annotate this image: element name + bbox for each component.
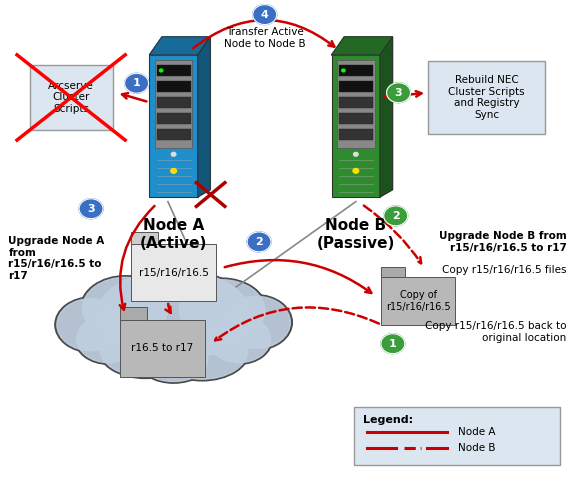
FancyBboxPatch shape: [156, 114, 190, 124]
FancyBboxPatch shape: [29, 65, 113, 130]
Polygon shape: [150, 37, 210, 55]
FancyBboxPatch shape: [339, 114, 373, 124]
Text: Upgrade Node B from
r15/r16/r16.5 to r17: Upgrade Node B from r15/r16/r16.5 to r17: [439, 231, 566, 252]
Ellipse shape: [222, 297, 290, 348]
FancyBboxPatch shape: [150, 55, 198, 197]
FancyBboxPatch shape: [339, 65, 373, 76]
Text: 3: 3: [394, 88, 402, 98]
FancyBboxPatch shape: [120, 320, 205, 377]
Ellipse shape: [55, 297, 127, 353]
Ellipse shape: [140, 339, 208, 382]
FancyBboxPatch shape: [156, 97, 190, 108]
Circle shape: [381, 334, 405, 354]
Ellipse shape: [98, 319, 193, 378]
FancyBboxPatch shape: [381, 267, 405, 277]
Text: 4: 4: [261, 10, 269, 20]
FancyBboxPatch shape: [156, 129, 190, 140]
Text: Upgrade Node A
from
r15/r16/r16.5 to
r17: Upgrade Node A from r15/r16/r16.5 to r17: [9, 236, 105, 281]
FancyArrowPatch shape: [364, 205, 421, 263]
FancyBboxPatch shape: [131, 232, 158, 244]
Ellipse shape: [82, 277, 168, 339]
FancyBboxPatch shape: [131, 244, 216, 301]
Circle shape: [247, 232, 271, 252]
Text: Arcserve
Cluster
Scripts: Arcserve Cluster Scripts: [48, 81, 94, 114]
Circle shape: [171, 169, 177, 173]
Circle shape: [386, 83, 411, 103]
Ellipse shape: [155, 321, 250, 381]
Circle shape: [171, 152, 176, 156]
FancyArrowPatch shape: [122, 93, 147, 102]
Circle shape: [354, 152, 358, 156]
FancyBboxPatch shape: [155, 59, 193, 148]
Ellipse shape: [77, 315, 140, 363]
Text: Copy r15/r16/r16.5 files: Copy r15/r16/r16.5 files: [442, 265, 566, 275]
FancyBboxPatch shape: [354, 407, 559, 465]
FancyBboxPatch shape: [120, 308, 147, 320]
Circle shape: [79, 199, 103, 219]
Ellipse shape: [179, 280, 264, 342]
Ellipse shape: [137, 337, 210, 383]
Text: Legend:: Legend:: [363, 415, 413, 425]
Text: 1: 1: [133, 78, 140, 88]
Ellipse shape: [206, 314, 273, 364]
Text: Transfer Active
Node to Node B: Transfer Active Node to Node B: [224, 27, 305, 49]
Ellipse shape: [99, 320, 191, 377]
Text: Copy of
r15/r16/r16.5: Copy of r15/r16/r16.5: [386, 290, 451, 312]
Text: Node B
(Passive): Node B (Passive): [317, 218, 395, 251]
Circle shape: [342, 69, 345, 72]
Text: 2: 2: [255, 237, 263, 247]
Text: 3: 3: [87, 204, 95, 214]
Circle shape: [125, 73, 148, 93]
FancyArrowPatch shape: [225, 260, 371, 293]
Circle shape: [253, 5, 277, 24]
Circle shape: [384, 206, 408, 226]
Text: Rebuild NEC
Cluster Scripts
and Registry
Sync: Rebuild NEC Cluster Scripts and Registry…: [448, 75, 525, 120]
Ellipse shape: [220, 295, 292, 350]
Ellipse shape: [156, 322, 248, 379]
FancyBboxPatch shape: [332, 55, 380, 197]
FancyArrowPatch shape: [384, 91, 421, 97]
Polygon shape: [198, 37, 210, 197]
Text: Node B: Node B: [458, 443, 496, 453]
Ellipse shape: [81, 276, 170, 341]
FancyBboxPatch shape: [156, 65, 190, 76]
FancyBboxPatch shape: [156, 81, 190, 91]
Ellipse shape: [208, 315, 270, 363]
FancyBboxPatch shape: [428, 60, 546, 135]
Text: r15/r16/r16.5: r15/r16/r16.5: [139, 268, 209, 278]
FancyBboxPatch shape: [339, 97, 373, 108]
Text: 1: 1: [389, 339, 397, 349]
Text: Node A: Node A: [458, 427, 496, 437]
Text: r16.5 to r17: r16.5 to r17: [131, 343, 193, 354]
Polygon shape: [380, 37, 393, 197]
Text: 2: 2: [392, 211, 400, 221]
FancyArrowPatch shape: [193, 20, 334, 48]
Ellipse shape: [57, 299, 125, 351]
Ellipse shape: [177, 278, 267, 343]
FancyBboxPatch shape: [339, 81, 373, 91]
Polygon shape: [332, 37, 393, 55]
FancyArrowPatch shape: [120, 206, 155, 310]
FancyArrowPatch shape: [166, 304, 171, 313]
Text: Copy r15/r16/r16.5 back to
original location: Copy r15/r16/r16.5 back to original loca…: [425, 321, 566, 342]
Ellipse shape: [97, 270, 251, 360]
Ellipse shape: [95, 269, 252, 362]
Circle shape: [353, 169, 359, 173]
Ellipse shape: [75, 314, 141, 364]
FancyBboxPatch shape: [381, 277, 455, 325]
FancyBboxPatch shape: [339, 129, 373, 140]
Text: Node A
(Active): Node A (Active): [140, 218, 208, 251]
FancyArrowPatch shape: [215, 308, 379, 340]
Circle shape: [159, 69, 163, 72]
FancyBboxPatch shape: [337, 59, 375, 148]
